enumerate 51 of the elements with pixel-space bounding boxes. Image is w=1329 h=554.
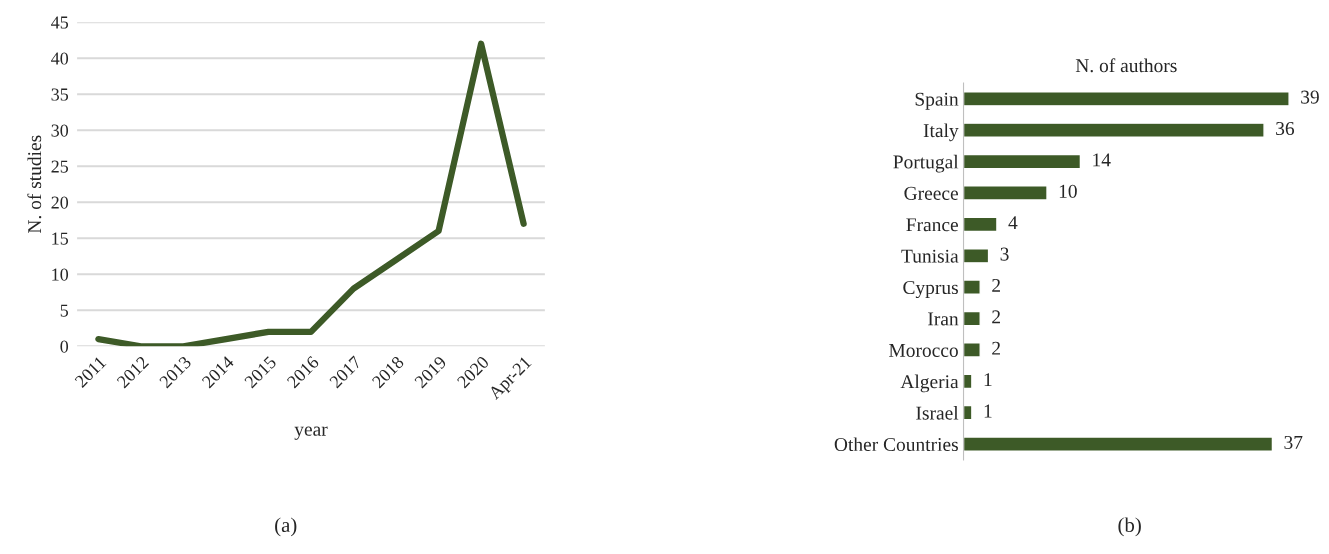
y-tick-label: France xyxy=(906,218,958,232)
bar xyxy=(963,373,973,390)
y-axis-title: N. of studies xyxy=(27,135,42,234)
y-tick-label: 20 xyxy=(51,196,69,209)
data-label: 3 xyxy=(1000,247,1009,261)
data-label: 2 xyxy=(992,310,1000,324)
y-tick-label: 5 xyxy=(60,304,69,317)
text: (b) xyxy=(1118,517,1141,537)
data-label: 36 xyxy=(1276,121,1295,136)
bar xyxy=(963,310,981,327)
data-label: 39 xyxy=(1301,90,1319,104)
y-tick-label: Portugal xyxy=(893,154,959,173)
bar xyxy=(963,122,1265,138)
y-tick-label: Algeria xyxy=(900,374,959,393)
y-tick-label: 35 xyxy=(51,88,69,101)
bar xyxy=(963,342,981,358)
bar xyxy=(963,91,1290,107)
data-label: 1 xyxy=(984,404,992,418)
data-label: 10 xyxy=(1059,184,1077,198)
bar xyxy=(963,216,998,233)
y-tick-label: 40 xyxy=(51,52,69,65)
chart-title: N. of authors xyxy=(1075,58,1177,73)
data-label: 2 xyxy=(992,278,1000,292)
text: (a) xyxy=(275,517,297,537)
data-label: 1 xyxy=(984,373,992,387)
x-axis-title: year xyxy=(294,426,328,440)
bar xyxy=(963,404,973,421)
data-label: 2 xyxy=(992,341,1000,355)
data-label: 14 xyxy=(1093,153,1111,167)
y-tick-label: 15 xyxy=(52,232,69,245)
y-tick-label: 0 xyxy=(60,340,69,353)
y-tick-label: Spain xyxy=(915,92,959,110)
y-tick-label: Iran xyxy=(928,312,959,326)
y-tick-label: 25 xyxy=(51,160,69,173)
bar xyxy=(963,436,1274,452)
data-label: 37 xyxy=(1284,435,1303,449)
bar xyxy=(963,185,1048,201)
bar xyxy=(963,248,990,264)
y-tick-label: 10 xyxy=(52,268,69,281)
bar xyxy=(963,153,1082,170)
y-tick-label: Cyprus xyxy=(903,281,958,299)
y-tick-label: Tunisia xyxy=(901,249,959,263)
y-tick-label: 45 xyxy=(51,16,69,29)
y-tick-label: Morocco xyxy=(889,343,958,357)
y-tick-label: Greece xyxy=(904,186,958,200)
y-tick-label: Italy xyxy=(923,123,959,142)
bar xyxy=(963,279,981,295)
y-tick-label: Other Countries xyxy=(834,437,958,452)
y-tick-label: Israel xyxy=(916,405,959,420)
y-tick-label: 30 xyxy=(51,124,69,137)
data-label: 4 xyxy=(1008,216,1018,230)
